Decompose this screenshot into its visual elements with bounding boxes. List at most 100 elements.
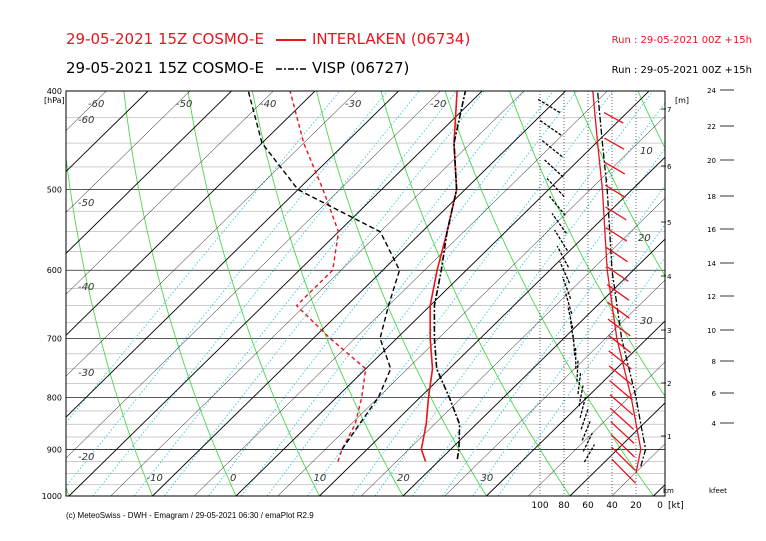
isotherm-label: -30 [345,99,361,110]
isotherm-line [0,68,88,496]
wind-speed-tick-label: 0 [657,501,663,511]
wind-speed-profile [596,91,647,467]
isotherm-line [0,68,4,496]
red-solid-line-legend-icon [275,38,306,41]
wind-barb-visp [581,421,591,441]
wind-speed-tick-label: 40 [606,501,618,511]
kfeet-tick-label: 20 [707,157,716,165]
isotherm-label: -40 [260,99,276,110]
wind-barb-interlaken [609,394,634,416]
wind-barb-interlaken [609,379,633,401]
wind-barb-visp [537,98,561,114]
mixing-ratio-line [351,91,654,496]
isotherm-line [66,91,316,336]
dry-adiabat-line [573,91,665,277]
km-tick-label: 3 [667,327,671,335]
wind-barb-visp [569,319,575,343]
isotherm-line [528,361,665,496]
credit-text: (c) MeteoSwiss - DWH - Emagram / 29-05-2… [66,511,314,520]
wind-barb-visp [539,119,562,136]
wind-barb-visp [579,397,587,419]
dewpoint-line-visp [247,91,401,450]
black-dashdot-line-legend-icon [275,67,306,70]
isotherm-line [110,91,525,496]
mixing-ratio-line [240,91,554,496]
wind-barb-interlaken [610,421,635,444]
run-info-visp: Run : 29-05-2021 00Z +15h [611,65,752,76]
wind-barb-interlaken [609,407,635,430]
temperature-tick-label: 10 [314,473,327,484]
isotherm-line [152,91,567,496]
wind-barb-interlaken [610,433,636,458]
wind-barb-visp [551,213,567,234]
km-axis-bottom-label: km [663,487,674,495]
mixing-ratio-line [307,91,614,496]
wind-barb-visp [572,333,576,356]
wind-barb-interlaken [606,265,629,282]
wind-barb-visp [580,409,589,430]
wind-barb-visp [556,245,570,268]
wind-barb-interlaken [604,161,626,175]
mixing-ratio-line [497,256,665,496]
isotherm-label: -40 [78,282,94,293]
wind-barb-interlaken [604,184,626,199]
wind-profile-label: 20 [638,233,651,244]
mixing-ratio-line [66,91,341,424]
km-tick-label: 6 [667,163,672,171]
wind-speed-tick-label: 80 [558,501,570,511]
dry-adiabat-line [123,91,237,496]
kfeet-axis-bottom-label: kfeet [709,487,727,495]
wind-profile-panel [537,91,647,496]
isotherm-line [66,91,274,295]
isotherm-line [277,115,665,496]
wind-barb-visp [546,178,565,198]
wind-barb-visp [549,195,566,216]
wind-speed-tick-label: 20 [630,501,642,511]
wind-speed-profile [592,91,642,474]
temperature-tick-label: 20 [397,473,410,484]
mixing-ratio-line [133,91,457,496]
mixing-ratio-line [66,91,388,488]
km-tick-label: 7 [667,106,671,114]
isotherm-line [319,156,665,496]
pressure-tick-label: 400 [47,87,62,96]
isotherm-label: -30 [78,368,94,379]
isotherm-line [66,91,400,418]
pressure-tick-label: 900 [47,445,62,454]
dry-adiabat-line [444,91,654,496]
isotherm-label: -50 [78,198,94,209]
dry-adiabat-line [316,91,487,496]
kfeet-tick-label: 22 [707,123,716,131]
km-tick-label: 2 [667,380,671,388]
pressure-tick-label: 800 [47,393,62,402]
temperature-tick-label: 30 [481,473,494,484]
isotherm-label: -20 [78,452,94,463]
wind-profile-label: 30 [640,316,653,327]
title-visp: 29-05-2021 15Z COSMO-E [66,59,264,77]
dry-adiabat-line [187,91,320,496]
wind-barb-interlaken [603,111,624,124]
pressure-tick-label: 700 [47,334,62,343]
km-tick-label: 1 [667,433,671,441]
wind-barb-visp [583,444,596,463]
isotherm-line [194,91,608,496]
wind-barb-visp [567,305,574,329]
wind-barb-visp [582,432,593,452]
dry-adiabat-line [66,153,153,496]
kfeet-tick-label: 12 [707,293,716,301]
dry-adiabat-line [508,91,665,398]
km-tick-label: 5 [667,219,671,227]
title-interlaken: 29-05-2021 15Z COSMO-E [66,30,264,48]
kfeet-tick-label: 10 [707,327,716,335]
header-line-interlaken: 29-05-2021 15Z COSMO-E INTERLAKEN (06734) [66,30,470,48]
mixing-ratio-line [412,147,665,496]
dry-adiabat-line [380,91,571,496]
wind-speed-unit: [kt] [668,501,684,511]
isotherm-line [569,402,665,496]
wind-speed-tick-label: 100 [531,501,548,511]
isotherm-line [66,91,107,131]
pressure-tick-label: 600 [47,266,62,275]
temperature-profiles [247,91,467,462]
wind-barb-interlaken [611,458,636,484]
